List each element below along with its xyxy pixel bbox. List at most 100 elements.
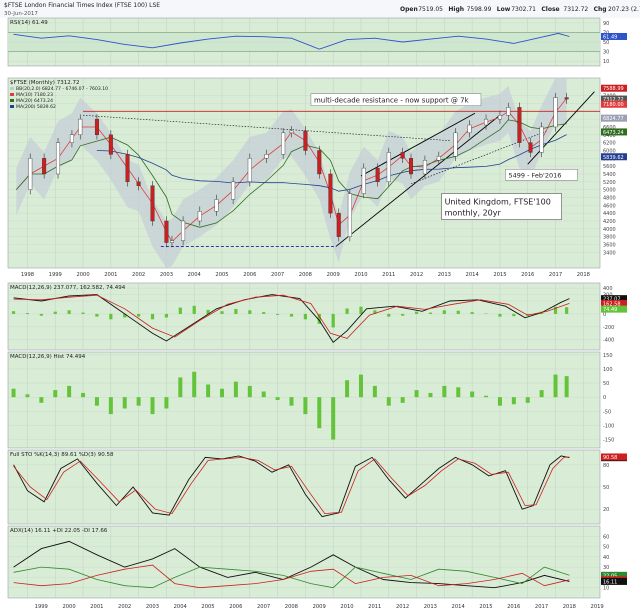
x-axis-year-label: 2010 xyxy=(354,272,367,278)
price-candle xyxy=(69,134,74,143)
price-candle xyxy=(400,152,405,159)
price-tick-label: 5400 xyxy=(603,172,616,178)
price-candle xyxy=(28,158,33,190)
x-axis-year-label: 2006 xyxy=(243,272,256,278)
annotation-resistance-box xyxy=(310,93,482,106)
price-tick-label: 4800 xyxy=(603,195,616,201)
price-trendline-2010 xyxy=(360,112,476,177)
x-axis-year-label: 2012 xyxy=(410,272,423,278)
x-axis-year-label: 1999 xyxy=(49,272,62,278)
price-candle xyxy=(125,154,130,183)
hist-bar xyxy=(345,380,350,398)
price-tick-label: 3400 xyxy=(603,250,616,256)
adx-tick-label: 60 xyxy=(603,534,609,540)
price-tick-label: 5000 xyxy=(603,188,616,194)
x-axis-bottom-year-label: 2008 xyxy=(285,604,298,610)
header-low-value: 7302.71 xyxy=(511,6,536,13)
macd-histogram-bar xyxy=(401,313,405,316)
macd-histogram-bar xyxy=(512,313,516,317)
macd-histogram-bar xyxy=(428,312,433,314)
x-axis-year-label: 2011 xyxy=(382,272,395,278)
price-candle xyxy=(150,185,155,222)
price-candle xyxy=(94,118,99,136)
macd-histogram-bar xyxy=(373,310,377,314)
annotation-title-line2: monthly, 20yr xyxy=(445,209,502,218)
price-legend-swatch xyxy=(10,87,14,90)
macd-value-badge xyxy=(601,295,627,303)
price-tick-label: 3600 xyxy=(603,242,616,248)
x-axis-year-label: 2015 xyxy=(493,272,506,278)
x-axis-bottom-year-label: 2017 xyxy=(535,604,548,610)
hist-bar xyxy=(108,397,113,415)
x-axis-year-label: 2018 xyxy=(577,272,590,278)
x-axis-bottom-year-label: 2005 xyxy=(201,604,214,610)
price-value-badge-label: 7312.72 xyxy=(603,97,624,103)
rsi-tick-label: 30 xyxy=(603,50,609,56)
hist-bar xyxy=(317,397,322,429)
macd-histogram-bar xyxy=(414,311,419,314)
x-axis-bottom-year-label: 1999 xyxy=(35,604,48,610)
macd-line xyxy=(13,294,570,343)
hist-bar xyxy=(358,374,363,398)
hist-bar xyxy=(25,394,30,398)
price-tick-label: 3800 xyxy=(603,235,616,241)
x-axis-bottom-year-label: 2014 xyxy=(452,604,466,610)
macd-signal-line xyxy=(13,294,570,339)
price-legend-swatch xyxy=(10,93,14,96)
price-candle xyxy=(553,97,558,128)
x-axis-bottom-year-label: 2004 xyxy=(174,604,188,610)
hist-bar xyxy=(456,387,461,398)
header-chg-label: Chg xyxy=(594,6,607,13)
macd-histogram-bar xyxy=(289,313,294,317)
hist-bar xyxy=(511,397,516,405)
header-close-value: 7312.72 xyxy=(563,6,588,13)
adx-plus-di-line xyxy=(13,566,570,589)
price-tick-label: 4000 xyxy=(603,227,616,233)
price-candle xyxy=(409,158,414,175)
price-candle xyxy=(336,212,341,237)
x-axis-year-label: 2005 xyxy=(215,272,228,278)
x-axis-year-label: 1998 xyxy=(21,272,34,278)
x-axis-year-label: 2014 xyxy=(466,272,480,278)
price-candle xyxy=(328,173,333,214)
price-legend-entry: BB(20,2.0) 6824.77 - 6746.07 - 7603.10 xyxy=(16,86,108,92)
price-tick-label: 6400 xyxy=(603,133,616,139)
sto-tick-label: 20 xyxy=(603,507,609,513)
annotation-low-2016: 5499 - Feb'2016 xyxy=(509,171,562,179)
adx-value-badge-label: 16.11 xyxy=(603,579,617,585)
macd-histogram-bar xyxy=(359,306,363,314)
header-open-value: 7519.05 xyxy=(418,6,443,13)
price-candle xyxy=(528,142,533,153)
price-candle xyxy=(169,240,174,243)
price-candle xyxy=(197,210,202,222)
hist-tick-label: 0 xyxy=(603,395,606,401)
adx-tick-label: 40 xyxy=(603,555,609,561)
macd-histogram-bar xyxy=(303,313,307,320)
header-high-label: High xyxy=(448,6,464,13)
price-candle xyxy=(361,167,366,194)
x-axis-bottom-year-label: 2016 xyxy=(507,604,520,610)
price-candle xyxy=(517,107,522,143)
macd-tick-label: -200 xyxy=(603,325,614,331)
adx-line xyxy=(13,540,570,589)
adx-tick-label: 50 xyxy=(603,545,609,551)
price-tick-label: 4200 xyxy=(603,219,616,225)
hist-bar xyxy=(150,397,155,415)
hist-bar xyxy=(67,385,72,398)
sto-value-badge-label: 90.58 xyxy=(603,455,617,461)
price-candle xyxy=(386,152,391,183)
price-candle xyxy=(303,130,308,151)
macd-histogram-bar xyxy=(275,313,280,315)
price-candle xyxy=(181,220,186,241)
x-axis-bottom-year-label: 2013 xyxy=(424,604,437,610)
header-bar xyxy=(0,0,640,18)
macd-histogram-bar xyxy=(248,310,252,314)
hist-tick-label: -150 xyxy=(603,438,614,444)
macd-tick-label: 0 xyxy=(603,312,606,318)
price-trendline-2009 xyxy=(335,114,501,247)
macd-histogram-bar xyxy=(150,313,155,320)
hist-bar xyxy=(275,397,280,400)
price-candle xyxy=(108,134,113,155)
